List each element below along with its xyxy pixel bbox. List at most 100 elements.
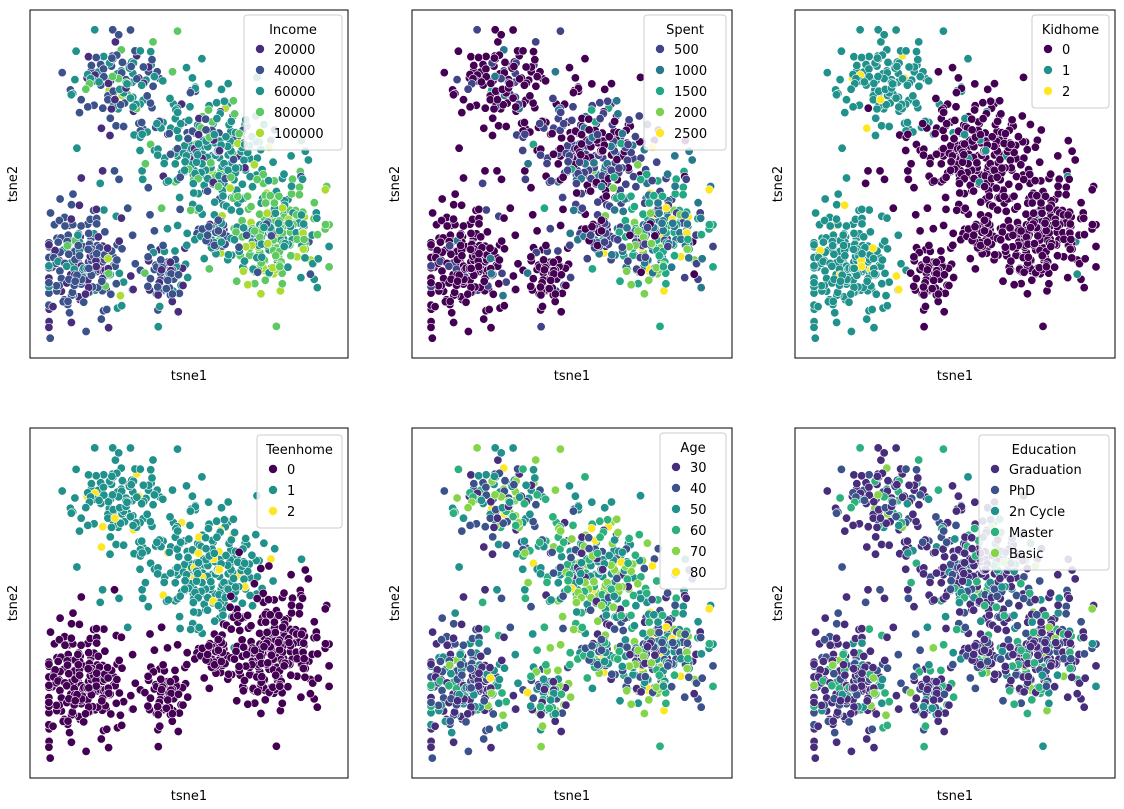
scatter-point <box>108 490 118 500</box>
scatter-point <box>76 640 86 650</box>
scatter-point <box>229 155 239 165</box>
scatter-point <box>274 191 284 201</box>
scatter-point <box>541 494 551 504</box>
scatter-point <box>458 173 468 183</box>
scatter-point <box>105 549 115 559</box>
scatter-point <box>499 632 509 642</box>
scatter-point <box>639 563 649 573</box>
scatter-point <box>248 182 258 192</box>
scatter-point <box>135 464 145 474</box>
scatter-point <box>84 263 94 273</box>
scatter-point <box>864 51 874 61</box>
scatter-point <box>1080 254 1090 264</box>
scatter-point <box>680 629 690 639</box>
scatter-point <box>577 548 587 558</box>
scatter-point <box>696 230 706 240</box>
scatter-point <box>92 638 102 648</box>
scatter-point <box>681 593 691 603</box>
scatter-point <box>199 673 209 683</box>
scatter-point <box>518 46 528 56</box>
scatter-point <box>158 241 168 251</box>
scatter-point <box>498 291 508 301</box>
scatter-point <box>157 684 167 694</box>
scatter-point <box>489 522 499 532</box>
scatter-point <box>902 80 912 90</box>
scatter-point <box>188 597 198 607</box>
scatter-point <box>435 656 445 666</box>
scatter-point <box>72 562 82 572</box>
scatter-point <box>680 210 690 220</box>
scatter-point <box>508 512 518 522</box>
scatter-point <box>911 47 921 57</box>
scatter-point <box>469 479 479 489</box>
scatter-point <box>132 74 142 84</box>
scatter-point <box>486 688 496 698</box>
scatter-point <box>610 535 620 545</box>
scatter-point <box>832 200 842 210</box>
scatter-point <box>104 497 114 507</box>
scatter-point <box>532 645 542 655</box>
legend-marker <box>255 128 265 138</box>
scatter-point <box>146 274 156 284</box>
scatter-point <box>1041 191 1051 201</box>
scatter-point <box>474 624 484 634</box>
scatter-point <box>445 716 455 726</box>
scatter-point <box>563 157 573 167</box>
scatter-point <box>661 622 671 632</box>
scatter-point <box>163 176 173 186</box>
scatter-point <box>481 624 491 634</box>
scatter-point <box>614 582 624 592</box>
scatter-point <box>204 105 214 115</box>
scatter-point <box>138 480 148 490</box>
scatter-point <box>556 107 566 117</box>
scatter-point <box>256 289 266 299</box>
scatter-point <box>951 102 961 112</box>
scatter-point <box>535 119 545 129</box>
scatter-point <box>226 116 236 126</box>
scatter-point <box>104 269 114 279</box>
scatter-point <box>1087 220 1097 230</box>
scatter-point <box>73 649 83 659</box>
scatter-point <box>119 697 129 707</box>
scatter-point <box>204 79 214 89</box>
scatter-point <box>428 208 438 218</box>
scatter-point <box>204 497 214 507</box>
scatter-point <box>642 588 652 598</box>
scatter-point <box>167 709 177 719</box>
scatter-point <box>898 74 908 84</box>
scatter-point <box>914 81 924 91</box>
scatter-point <box>1046 242 1056 252</box>
scatter-point <box>81 746 91 756</box>
scatter-point <box>70 493 80 503</box>
scatter-point <box>1009 191 1019 201</box>
scatter-point <box>70 276 80 286</box>
scatter-point <box>91 681 101 691</box>
scatter-point <box>465 102 475 112</box>
scatter-point <box>439 68 449 78</box>
scatter-point <box>213 601 223 611</box>
scatter-point <box>143 671 153 681</box>
scatter-point <box>636 175 646 185</box>
scatter-point <box>568 102 578 112</box>
scatter-point <box>563 165 573 175</box>
scatter-point <box>857 204 867 214</box>
scatter-point <box>138 62 148 72</box>
scatter-point <box>644 617 654 627</box>
scatter-point <box>234 129 244 139</box>
scatter-point <box>1025 169 1035 179</box>
scatter-point <box>215 146 225 156</box>
scatter-point <box>633 579 643 589</box>
scatter-point <box>511 102 521 112</box>
scatter-point <box>1016 160 1026 170</box>
scatter-point <box>309 198 319 208</box>
scatter-point <box>626 610 636 620</box>
legend-box <box>1031 14 1110 109</box>
scatter-point <box>496 174 506 184</box>
scatter-point <box>997 163 1007 173</box>
scatter-point <box>204 523 214 533</box>
scatter-point <box>194 203 204 213</box>
scatter-point <box>546 176 556 186</box>
scatter-point <box>284 638 294 648</box>
legend-entry-label: 0 <box>1062 43 1070 58</box>
